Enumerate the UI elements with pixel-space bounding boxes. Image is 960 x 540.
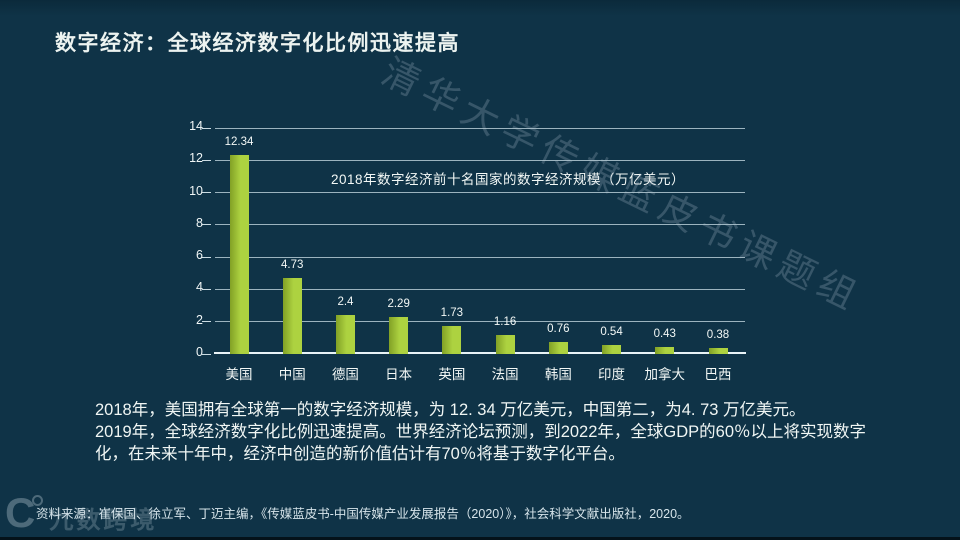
x-axis-label: 加拿大 — [644, 367, 686, 382]
x-axis-label: 中国 — [278, 367, 306, 382]
y-axis-label: 10 — [189, 183, 203, 198]
gridline — [215, 321, 745, 323]
chart-bar — [229, 154, 249, 354]
y-axis-label: 2 — [196, 312, 203, 327]
y-axis-tick — [202, 159, 211, 161]
y-axis-tick — [202, 353, 211, 355]
bar-value-label: 0.38 — [706, 328, 730, 341]
chart-bar — [389, 317, 409, 354]
bar-value-label: 2.4 — [337, 296, 354, 309]
bar-value-label: 4.73 — [281, 258, 304, 271]
chart-bar — [655, 347, 675, 354]
gridline — [215, 288, 745, 290]
y-axis-tick — [202, 288, 211, 290]
chart-bar — [282, 277, 302, 354]
y-axis-label: 12 — [189, 151, 203, 166]
bar-value-label: 0.43 — [653, 328, 676, 341]
x-axis-line — [214, 352, 746, 354]
bottom-edge — [0, 537, 960, 540]
y-axis-label: 0 — [196, 345, 203, 359]
body-paragraph-2: 2019年，全球经济数字化比例迅速提高。世界经济论坛预测，到2022年，全球GD… — [95, 423, 867, 463]
x-axis-label: 印度 — [598, 367, 626, 382]
source-note: 资料来源：崔保国、徐立军、丁迈主编，《传媒蓝皮书-中国传媒产业发展报告（2020… — [36, 507, 690, 521]
chart-plot: 2018年数字经济前十名国家的数字经济规模（万亿美元） 0 2 4 6 8 10 12 14 1… — [189, 119, 746, 382]
y-axis-tick — [202, 127, 211, 129]
chart-bar — [602, 345, 622, 354]
chart-bar — [708, 347, 728, 354]
chart-title: 2018年数字经济前十名国家的数字经济规模（万亿美元） — [331, 172, 686, 187]
gridline — [215, 192, 745, 194]
x-axis-label: 韩国 — [544, 367, 572, 382]
y-axis-label: 8 — [196, 215, 203, 230]
x-axis-label: 美国 — [225, 367, 253, 382]
x-axis-label: 日本 — [385, 367, 413, 382]
bar-value-label: 0.54 — [600, 326, 623, 339]
chart-bar — [495, 335, 515, 354]
y-axis-tick — [202, 224, 211, 226]
gridline — [215, 127, 745, 129]
y-axis-tick — [202, 192, 211, 194]
chart-bar — [335, 315, 355, 354]
gridline — [215, 159, 745, 161]
chart-bar — [548, 341, 568, 354]
bar-value-label: 2.29 — [387, 298, 410, 311]
y-axis-label: 4 — [196, 280, 203, 295]
gridline — [215, 224, 745, 226]
bar-value-label: 1.16 — [493, 316, 517, 329]
body-paragraph-1: 2018年，美国拥有全球第一的数字经济规模，为 12. 34 万亿美元，中国第二… — [95, 401, 806, 419]
watermark-logo-icon: C — [5, 488, 44, 536]
chart-bar — [442, 326, 462, 354]
bar-value-label: 0.76 — [547, 322, 570, 335]
bar-value-label: 12.34 — [224, 135, 254, 148]
y-axis-label: 6 — [196, 248, 203, 263]
body-text: 2018年，美国拥有全球第一的数字经济规模，为 12. 34 万亿美元，中国第二… — [95, 399, 893, 465]
gridline — [215, 256, 745, 258]
x-axis-label: 英国 — [438, 367, 466, 382]
x-axis-label: 德国 — [331, 367, 359, 382]
x-axis-label: 法国 — [491, 367, 519, 382]
y-axis-label: 14 — [189, 119, 203, 133]
x-axis-label: 巴西 — [704, 367, 732, 382]
bar-value-label: 1.73 — [440, 307, 464, 320]
y-axis-tick — [202, 321, 211, 323]
slide-title: 数字经济：全球经济数字化比例迅速提高 — [55, 32, 460, 55]
y-axis-tick — [202, 256, 211, 258]
